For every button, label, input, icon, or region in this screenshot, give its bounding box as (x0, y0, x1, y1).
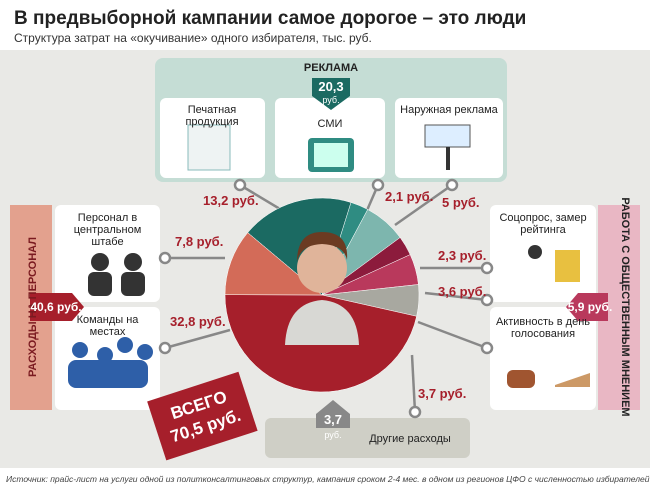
icon-people (88, 253, 145, 296)
card-label: Персонал в центральном штабе (73, 212, 142, 248)
value-label: 2,1 руб. (385, 189, 433, 204)
value-label: 3,7 руб. (418, 386, 466, 401)
subtitle: Структура затрат на «окучивание» одного … (14, 31, 372, 45)
pie-slice (224, 232, 323, 296)
icon-tv-screen (314, 143, 348, 167)
source: Источник: прайс-лист на услуги одной из … (6, 474, 650, 484)
value-label: 2,3 руб. (438, 248, 486, 263)
value-label: 13,2 руб. (203, 193, 259, 208)
card-label: Соцопрос, замер рейтинга (499, 212, 587, 236)
group-total: 3,7 (324, 412, 342, 427)
card-label: Печатная продукция (185, 104, 239, 128)
footer-bg (0, 468, 650, 489)
value-label: 32,8 руб. (170, 314, 226, 329)
group-name: РАБОТА С ОБЩЕСТВЕННЫМ МНЕНИЕМ (619, 197, 631, 416)
card-label: Команды на местах (76, 314, 139, 338)
card-label: Активность в день голосования (495, 316, 591, 340)
icon-poll (555, 250, 580, 282)
connectors (158, 178, 494, 419)
group-total: 40,6 руб. (30, 300, 81, 314)
total-badge (147, 371, 258, 461)
opinion-arrow (566, 293, 608, 321)
icon-teams (68, 337, 153, 388)
card-label: СМИ (317, 118, 343, 130)
group-name: РАСХОДЫ НА ПЕРСОНАЛ (27, 237, 39, 377)
icon-mic (528, 245, 542, 259)
ads-arrow (312, 78, 350, 110)
staff-arrow (30, 293, 84, 321)
icon-print (187, 124, 231, 171)
icon-billboard-post (446, 147, 450, 170)
group-name: РЕКЛАМА (304, 62, 358, 74)
card-label: Наружная реклама (400, 104, 498, 116)
person (285, 232, 359, 345)
pie (224, 197, 420, 393)
other-arrow (316, 400, 350, 428)
icon-coffee (507, 370, 535, 388)
value-label: 7,8 руб. (175, 234, 223, 249)
icon-cake (555, 373, 590, 387)
group-total: 20,3 (318, 79, 343, 94)
title: В предвыборной кампании самое дорогое – … (14, 8, 526, 29)
group-unit: руб. (324, 430, 341, 440)
group-unit: руб. (322, 95, 339, 105)
group-total: 5,9 руб. (568, 300, 613, 314)
card-label: Другие расходы (369, 433, 451, 445)
icon-billboard (424, 124, 471, 148)
value-label: 3,6 руб. (438, 284, 486, 299)
header-bg (0, 0, 650, 50)
value-label: 5 руб. (442, 195, 479, 210)
